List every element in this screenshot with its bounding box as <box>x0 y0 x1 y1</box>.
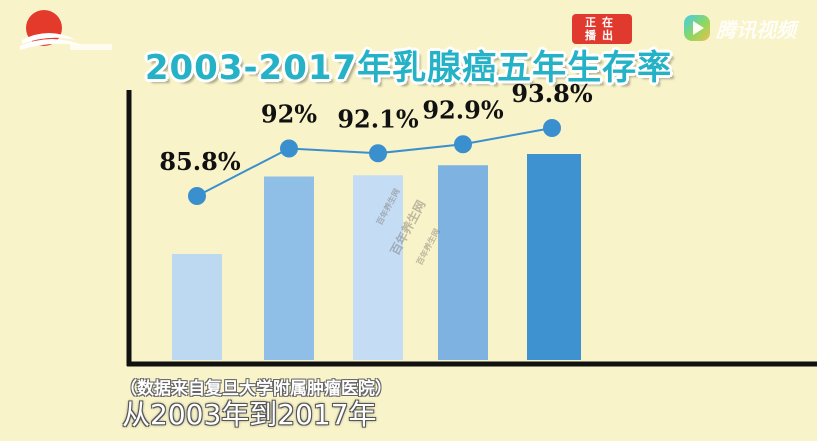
data-label-3: 92.1% <box>337 104 418 133</box>
trend-marker-1 <box>188 187 206 205</box>
subtitle: 从2003年到2017年 <box>122 398 377 431</box>
trend-marker-2 <box>280 139 298 158</box>
play-icon <box>684 15 710 41</box>
trend-marker-4 <box>454 135 472 154</box>
channel-logo <box>14 6 114 58</box>
live-badge: 正在播出 <box>572 14 632 44</box>
trend-marker-5 <box>543 119 561 137</box>
data-label-4: 92.9% <box>422 95 503 124</box>
bar-3 <box>353 175 403 360</box>
chart-title: 2003-2017年乳腺癌五年生存率 <box>144 48 673 88</box>
data-label-5: 93.8% <box>511 79 592 108</box>
source-note: （数据来自复旦大学附属肿瘤医院） <box>120 379 392 399</box>
bar-5 <box>527 154 581 360</box>
bar-4 <box>438 165 488 360</box>
tencent-video-logo: 腾讯视频 <box>684 10 814 46</box>
live-badge-label: 正在播出 <box>585 16 619 42</box>
bar-1 <box>172 254 222 360</box>
trend-marker-3 <box>369 144 387 163</box>
tencent-video-logo-text: 腾讯视频 <box>716 17 796 42</box>
data-label-2: 92% <box>261 100 317 129</box>
data-label-1: 85.8% <box>159 147 240 176</box>
chart-title-wrap: 2003-2017年乳腺癌五年生存率 <box>0 40 817 89</box>
bar-2 <box>264 176 314 360</box>
